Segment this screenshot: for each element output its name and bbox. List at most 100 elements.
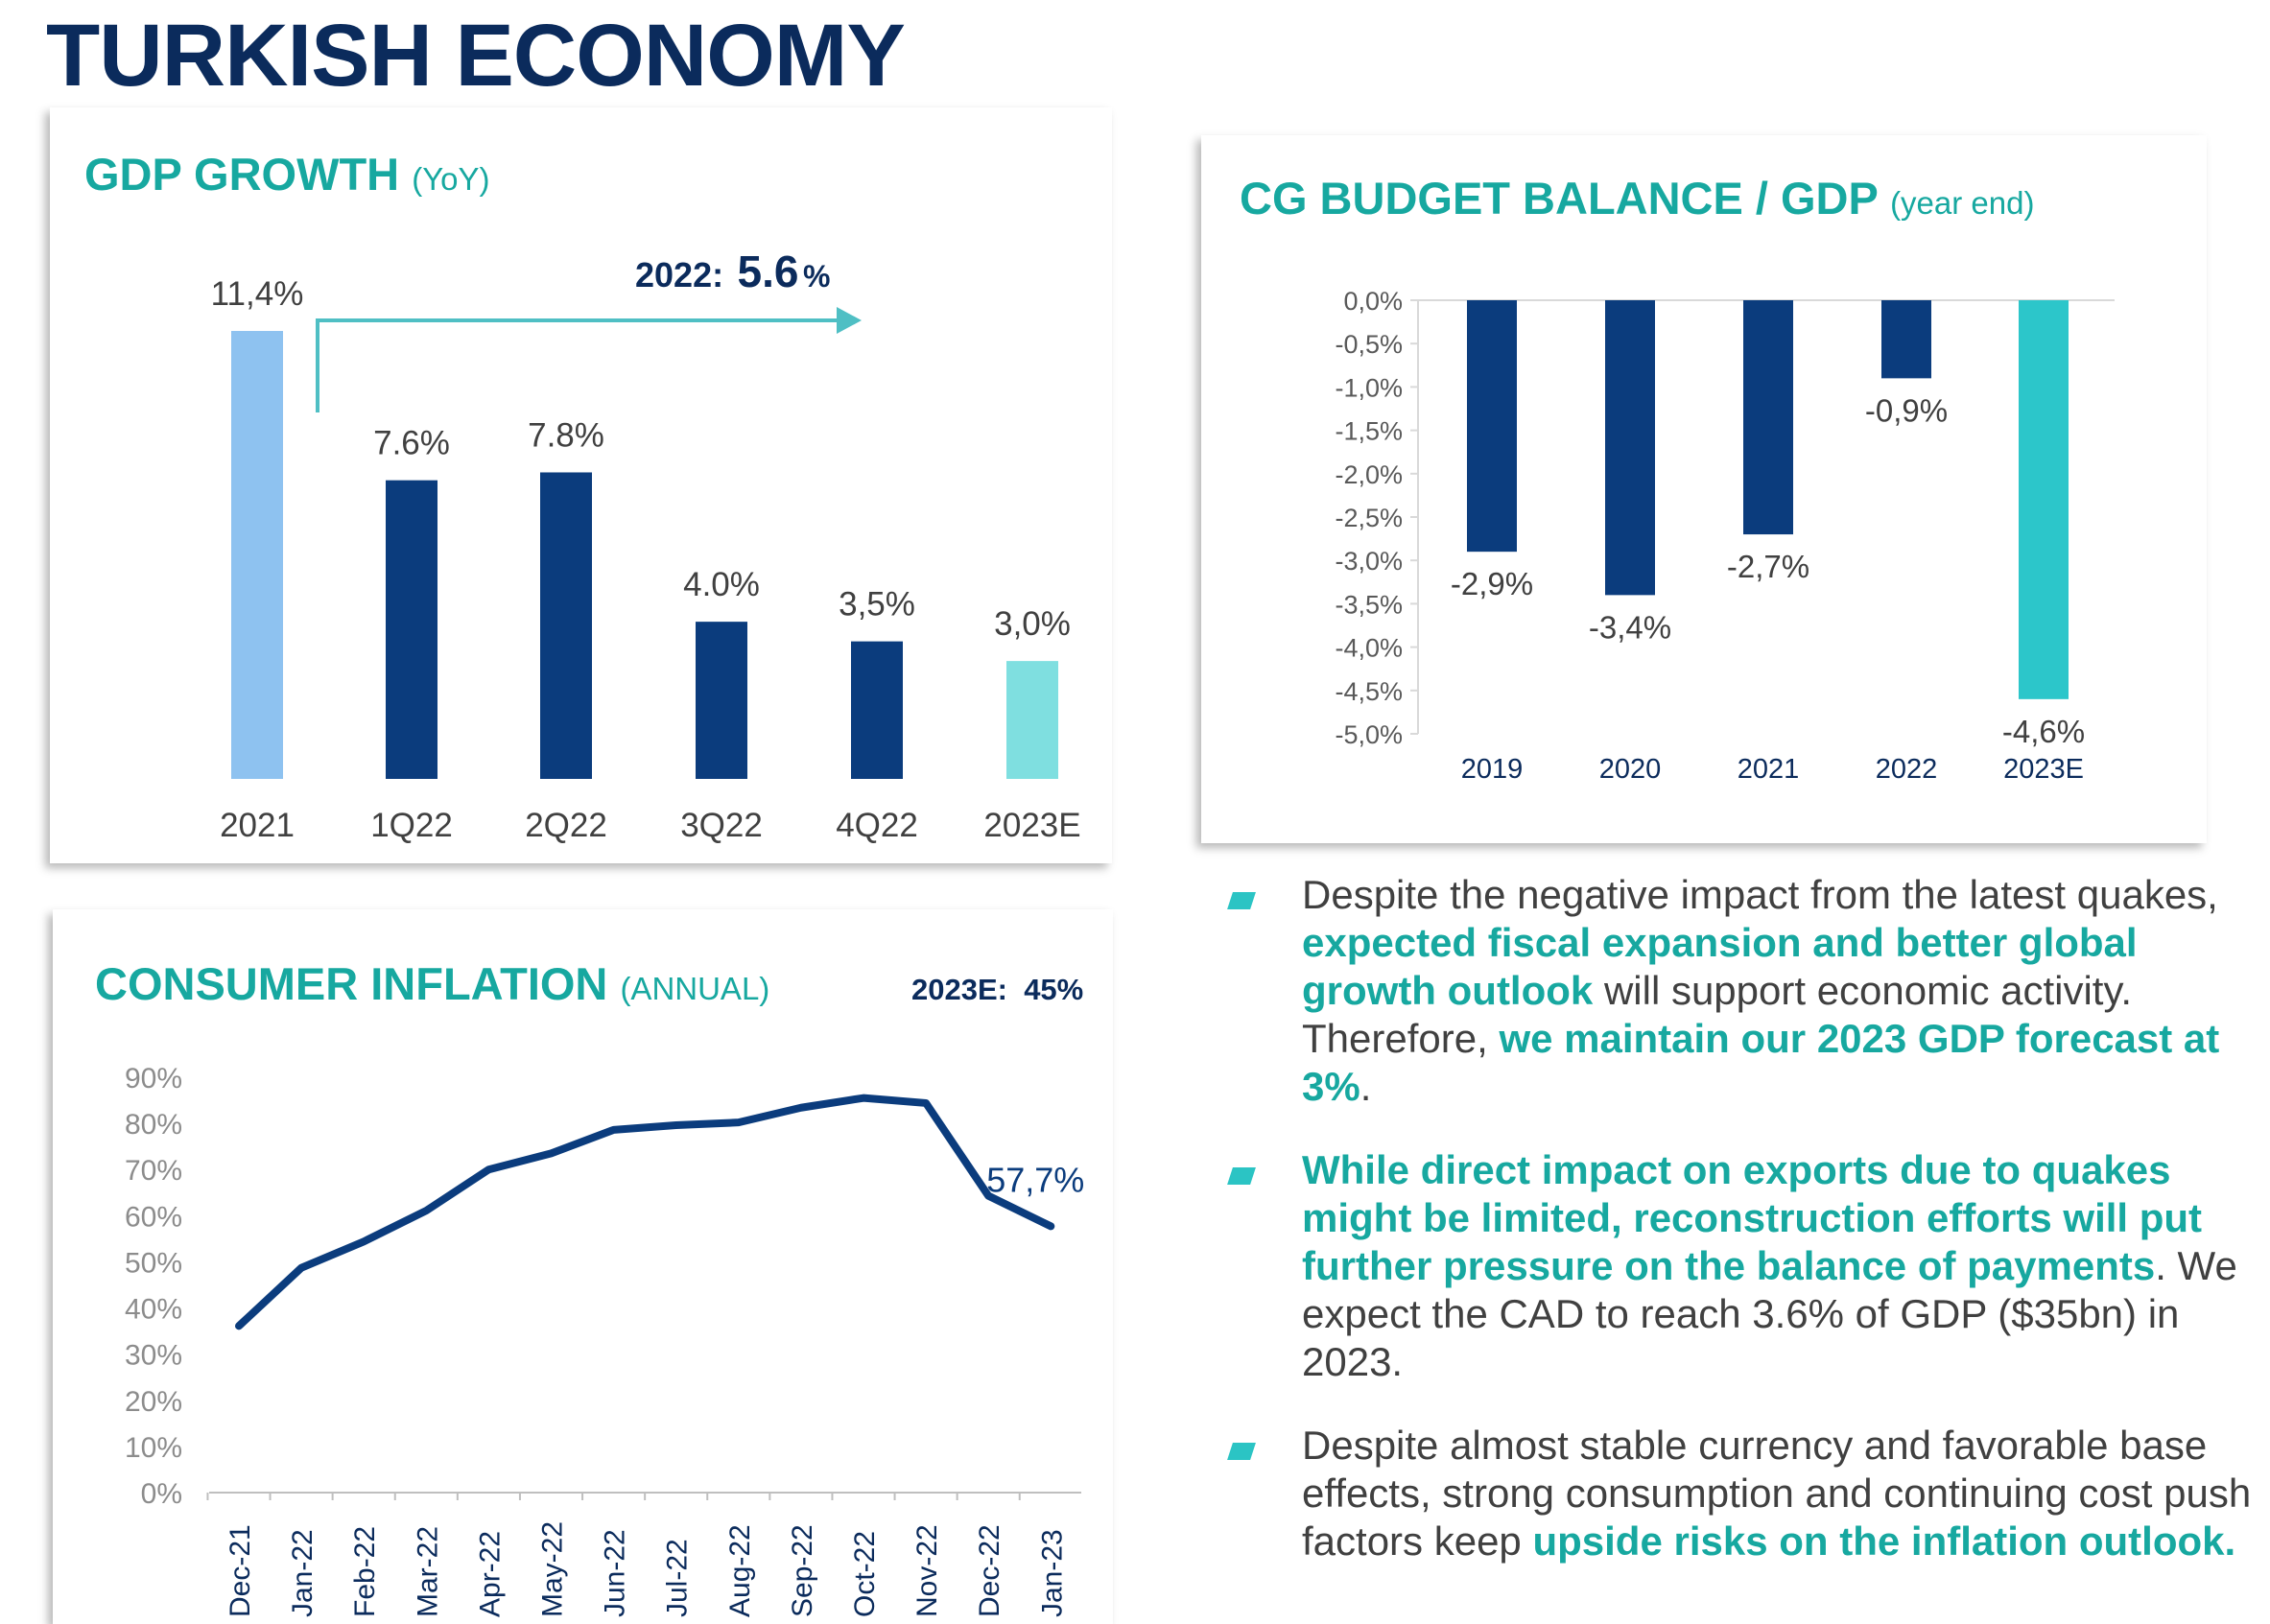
- budget-balance-card: CG BUDGET BALANCE / GDP (year end) 0,0% -…: [1201, 135, 2207, 843]
- inflation-x-tick: Dec-22: [974, 1524, 1005, 1617]
- gdp-category-label: 2Q22: [525, 807, 607, 844]
- inflation-line-chart: 0% 10% 20% 30% 40% 50% 60% 70% 80% 90% Dec-21 Jan-2…: [125, 1063, 1084, 1617]
- gdp-bar: [1006, 661, 1058, 779]
- budget-chart-title: CG BUDGET BALANCE / GDP (year end): [1240, 172, 2034, 224]
- inflation-y-tick: 50%: [125, 1247, 182, 1279]
- inflation-y-tick: 40%: [125, 1294, 182, 1326]
- budget-value-label: -0,9%: [1865, 392, 1948, 428]
- inflation-data-point: [487, 1168, 490, 1171]
- gdp-annotation-unit: %: [803, 259, 830, 294]
- bullet-marker-icon: [1227, 1167, 1256, 1185]
- inflation-data-point: [612, 1128, 615, 1131]
- budget-subtitle: (year end): [1890, 185, 2035, 221]
- inflation-x-tick: Apr-22: [474, 1531, 506, 1617]
- gdp-category-label: 1Q22: [370, 807, 453, 844]
- budget-y-tick: -3,5%: [1335, 590, 1403, 619]
- consumer-inflation-card: CONSUMER INFLATION (ANNUAL) 2023E: 45% 0…: [53, 909, 1113, 1624]
- inflation-x-tick: Jan-23: [1036, 1529, 1068, 1617]
- inflation-x-tick: May-22: [537, 1521, 569, 1617]
- budget-value-label: -4,6%: [2002, 714, 2085, 749]
- budget-y-tick: -4,0%: [1335, 634, 1403, 663]
- budget-y-tick: -1,0%: [1335, 373, 1403, 402]
- budget-y-tick: -2,0%: [1335, 460, 1403, 489]
- inflation-data-point: [863, 1096, 864, 1099]
- bullet-marker-icon: [1227, 1443, 1256, 1460]
- gdp-value-label: 3,0%: [994, 605, 1071, 643]
- commentary-bullets: Despite the negative impact from the lat…: [1227, 871, 2257, 1601]
- inflation-data-point: [737, 1121, 740, 1124]
- inflation-data-point: [425, 1210, 428, 1212]
- inflation-data-point: [674, 1124, 677, 1127]
- bullet-text: Despite the negative impact from the lat…: [1302, 872, 2218, 917]
- gdp-title-text: GDP GROWTH: [84, 149, 400, 200]
- gdp-annotation-value: 5.6: [738, 247, 799, 296]
- inflation-x-tick: Mar-22: [412, 1526, 443, 1617]
- budget-y-tick: -5,0%: [1335, 720, 1403, 749]
- bullet-highlight-text: upside risks on the inflation outlook.: [1532, 1518, 2236, 1564]
- inflation-x-tick: Dec-21: [225, 1524, 256, 1617]
- inflation-y-tick: 60%: [125, 1201, 182, 1233]
- budget-category-label: 2023E: [2003, 754, 2084, 785]
- budget-y-tick: -2,5%: [1335, 504, 1403, 532]
- inflation-x-tick: Jul-22: [662, 1539, 694, 1617]
- gdp-annotation-year: 2022:: [635, 255, 723, 294]
- gdp-category-label: 2023E: [983, 807, 1080, 844]
- gdp-value-label: 7.8%: [528, 416, 604, 454]
- inflation-last-label: 57,7%: [986, 1160, 1084, 1199]
- inflation-y-tick: 30%: [125, 1340, 182, 1372]
- inflation-y-tick: 90%: [125, 1063, 182, 1094]
- inflation-x-tick: Feb-22: [349, 1526, 381, 1617]
- budget-bar: [1743, 300, 1793, 535]
- gdp-trend-arrow: [316, 307, 862, 412]
- budget-bar: [1467, 300, 1517, 553]
- budget-y-tick: 0,0%: [1343, 287, 1403, 316]
- budget-value-label: -2,7%: [1727, 549, 1809, 584]
- inflation-x-tick: Nov-22: [911, 1524, 943, 1617]
- inflation-y-tick: 20%: [125, 1386, 182, 1418]
- inflation-chart-title: CONSUMER INFLATION (ANNUAL): [95, 957, 769, 1010]
- inflation-data-point: [550, 1152, 553, 1155]
- gdp-bar-chart: 2022: 5.6 % 11,4% 2021 7.6% 1Q22 7.8% 2Q22 4.0…: [211, 247, 1081, 844]
- budget-y-tick: -3,0%: [1335, 547, 1403, 576]
- commentary-bullet: Despite the negative impact from the lat…: [1227, 871, 2257, 1111]
- inflation-data-point: [238, 1325, 240, 1328]
- gdp-annotation: 2022: 5.6 %: [635, 247, 830, 296]
- gdp-category-label: 4Q22: [836, 807, 918, 844]
- gdp-growth-card: GDP GROWTH (YoY) 2022: 5.6 % 11,4% 2021 7.…: [50, 107, 1112, 863]
- budget-category-label: 2020: [1599, 754, 1662, 785]
- inflation-x-tick: Jan-22: [287, 1529, 319, 1617]
- budget-category-label: 2019: [1461, 754, 1524, 785]
- budget-value-label: -3,4%: [1589, 609, 1671, 645]
- bullet-text: .: [1360, 1064, 1372, 1109]
- commentary-bullet: Despite almost stable currency and favor…: [1227, 1422, 2257, 1565]
- gdp-bar: [851, 641, 903, 779]
- budget-y-tick: -0,5%: [1335, 330, 1403, 359]
- inflation-data-point: [799, 1106, 802, 1109]
- gdp-value-label: 7.6%: [373, 425, 450, 462]
- bullet-highlight-text: expected fiscal expansion and better glo…: [1302, 920, 2138, 1013]
- gdp-bar: [540, 472, 592, 779]
- budget-y-tick: -1,5%: [1335, 417, 1403, 446]
- gdp-subtitle: (YoY): [412, 161, 490, 197]
- inflation-series-line: [235, 1094, 1055, 1330]
- inflation-y-tick: 80%: [125, 1109, 182, 1141]
- inflation-y-tick: 10%: [125, 1432, 182, 1464]
- bullet-highlight-text: we maintain our 2023 GDP forecast at 3%: [1302, 1016, 2220, 1109]
- gdp-category-label: 2021: [220, 807, 295, 844]
- inflation-title-text: CONSUMER INFLATION: [95, 958, 608, 1009]
- inflation-y-tick: 0%: [141, 1478, 182, 1510]
- inflation-data-point: [363, 1240, 366, 1243]
- page-title: TURKISH ECONOMY: [46, 7, 906, 105]
- gdp-bar: [386, 480, 437, 779]
- bullet-text: will support economic activity. Therefor…: [1302, 968, 2133, 1061]
- budget-category-label: 2021: [1738, 754, 1800, 785]
- budget-y-tick: -4,5%: [1335, 677, 1403, 706]
- gdp-bar: [696, 622, 747, 779]
- budget-bar: [1605, 300, 1655, 596]
- budget-bar-chart: 0,0% -0,5% -1,0% -1,5% -2,0% -2,5% -3,0% -3,5% -…: [1335, 287, 2115, 785]
- inflation-x-tick: Oct-22: [849, 1531, 881, 1617]
- bullet-highlight-text: While direct impact on exports due to qu…: [1302, 1147, 2203, 1288]
- budget-value-label: -2,9%: [1451, 566, 1533, 601]
- gdp-chart-title: GDP GROWTH (YoY): [84, 148, 490, 200]
- inflation-x-tick: Aug-22: [724, 1524, 756, 1617]
